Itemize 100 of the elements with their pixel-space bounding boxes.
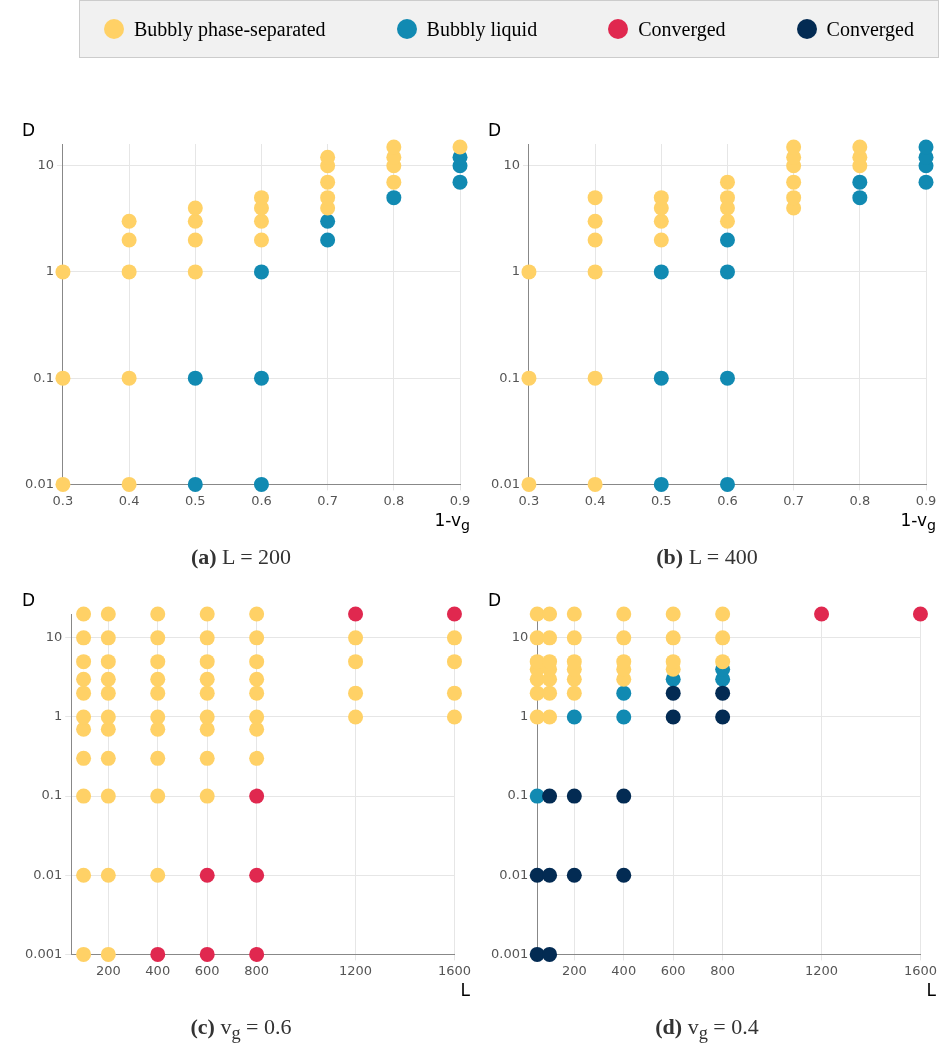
point — [249, 685, 265, 701]
x-tick-label: 0.8 — [383, 492, 405, 508]
x-tick-label: 200 — [561, 962, 587, 978]
point — [76, 750, 92, 766]
point — [320, 232, 336, 248]
y-axis-title: D — [488, 120, 502, 140]
point — [249, 750, 265, 766]
point — [249, 671, 265, 687]
point — [616, 606, 632, 622]
point — [121, 370, 137, 386]
point — [814, 606, 830, 622]
point — [446, 630, 462, 646]
point — [566, 709, 582, 725]
x-axis-title: L — [460, 980, 470, 1000]
x-tick-label: 0.3 — [52, 492, 74, 508]
point — [348, 606, 364, 622]
point — [446, 709, 462, 725]
point — [150, 671, 166, 687]
point — [150, 606, 166, 622]
point — [100, 606, 116, 622]
point — [150, 867, 166, 883]
y-axis-title: D — [22, 120, 36, 140]
point — [566, 867, 582, 883]
y-tick-label: 10 — [45, 629, 63, 645]
point — [542, 867, 558, 883]
point — [199, 867, 215, 883]
point — [386, 139, 402, 155]
point — [187, 370, 203, 386]
point — [542, 788, 558, 804]
point — [918, 174, 934, 190]
point — [852, 174, 868, 190]
point — [665, 606, 681, 622]
x-tick-label: 0.6 — [251, 492, 272, 508]
x-tick-label: 0.8 — [849, 492, 871, 508]
point — [452, 174, 468, 190]
point — [100, 946, 116, 962]
point — [719, 370, 735, 386]
y-tick-label: 1 — [519, 708, 529, 724]
point — [446, 606, 462, 622]
point — [566, 630, 582, 646]
point — [918, 139, 934, 155]
point — [76, 654, 92, 670]
point — [187, 200, 203, 216]
point — [616, 788, 632, 804]
point — [852, 139, 868, 155]
point — [76, 721, 92, 737]
point — [446, 685, 462, 701]
x-tick-label: 0.6 — [717, 492, 738, 508]
point — [249, 606, 265, 622]
point — [715, 630, 731, 646]
x-tick-label: 0.5 — [184, 492, 206, 508]
legend-label: Converged — [826, 17, 914, 41]
point — [76, 788, 92, 804]
point — [542, 630, 558, 646]
point — [100, 630, 116, 646]
x-tick-label: 0.3 — [518, 492, 540, 508]
point — [521, 264, 537, 280]
point — [566, 685, 582, 701]
point — [665, 685, 681, 701]
point — [386, 190, 402, 206]
x-tick-label: 600 — [660, 962, 686, 978]
point — [249, 654, 265, 670]
point — [587, 190, 603, 206]
point — [187, 476, 203, 492]
point — [719, 232, 735, 248]
point — [76, 867, 92, 883]
point — [100, 671, 116, 687]
point — [100, 709, 116, 725]
point — [719, 174, 735, 190]
x-tick-label: 0.5 — [650, 492, 672, 508]
point — [446, 654, 462, 670]
point — [852, 190, 868, 206]
point — [912, 606, 928, 622]
text: (d) v$_{g}$ = 0.4 — [655, 1014, 759, 1044]
point — [616, 867, 632, 883]
y-tick-label: 1 — [53, 708, 63, 724]
point — [348, 685, 364, 701]
point — [150, 721, 166, 737]
x-tick-label: 0.7 — [783, 492, 804, 508]
x-axis-title: 1-v$_{g}$ — [434, 510, 470, 534]
y-axis-title: D — [488, 590, 502, 610]
point — [348, 654, 364, 670]
x-tick-label: 200 — [95, 962, 121, 978]
x-tick-label: 1600 — [437, 962, 471, 978]
point — [199, 709, 215, 725]
point — [542, 709, 558, 725]
point — [566, 788, 582, 804]
point — [199, 630, 215, 646]
point — [253, 232, 269, 248]
y-tick-label: 0.01 — [490, 475, 520, 491]
point — [249, 709, 265, 725]
x-tick-label: 1600 — [903, 962, 937, 978]
point — [587, 476, 603, 492]
point — [542, 685, 558, 701]
point — [187, 213, 203, 229]
point — [348, 630, 364, 646]
point — [587, 370, 603, 386]
y-tick-label: 10 — [37, 157, 54, 173]
point — [719, 213, 735, 229]
point — [348, 709, 364, 725]
